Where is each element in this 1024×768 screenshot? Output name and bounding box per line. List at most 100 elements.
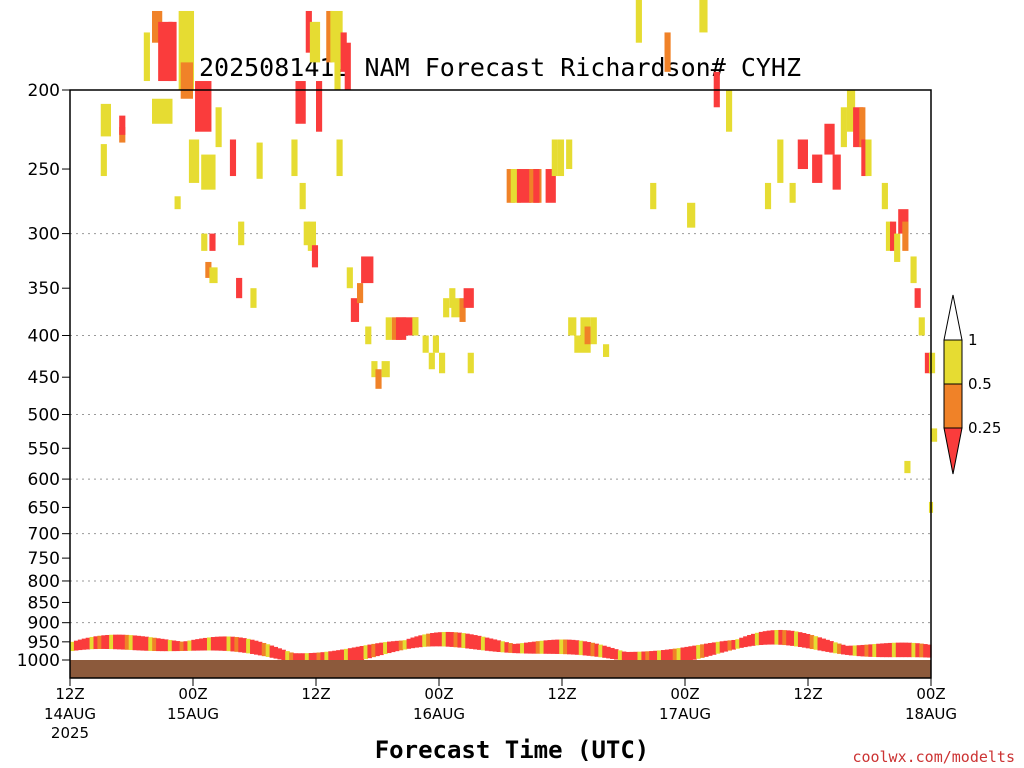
pbl-cell bbox=[289, 652, 294, 662]
ri-cell bbox=[584, 326, 591, 345]
pbl-cell bbox=[750, 633, 756, 646]
pbl-cell bbox=[187, 640, 192, 651]
ri-cell bbox=[100, 144, 107, 177]
pbl-cell bbox=[657, 650, 662, 664]
pbl-cell bbox=[817, 637, 823, 651]
ri-cell bbox=[467, 352, 474, 374]
pbl-cell bbox=[449, 632, 455, 647]
pbl-cell bbox=[794, 631, 799, 647]
pbl-cell bbox=[179, 641, 185, 651]
ri-cell bbox=[789, 182, 796, 203]
pbl-cell bbox=[253, 640, 259, 655]
y-tick-label: 750 bbox=[28, 549, 60, 569]
pbl-cell bbox=[453, 632, 459, 648]
pbl-cell bbox=[899, 642, 905, 658]
ri-cell bbox=[305, 10, 312, 53]
pbl-cell bbox=[563, 639, 568, 655]
ri-cell bbox=[545, 169, 556, 203]
pbl-cell bbox=[723, 640, 729, 652]
ri-cell bbox=[381, 361, 390, 378]
y-tick-label: 950 bbox=[28, 633, 60, 653]
pbl-cell bbox=[430, 633, 435, 647]
pbl-cell bbox=[762, 631, 768, 645]
ri-cell bbox=[143, 32, 150, 82]
pbl-cell bbox=[484, 637, 490, 651]
pbl-cell bbox=[285, 651, 290, 661]
pbl-cell bbox=[645, 651, 650, 664]
ri-cell bbox=[215, 107, 222, 148]
pbl-cell bbox=[707, 643, 713, 656]
pbl-cell bbox=[496, 640, 502, 652]
pbl-cell bbox=[813, 636, 819, 650]
pbl-cell bbox=[688, 646, 693, 661]
pbl-cell bbox=[402, 640, 408, 650]
pbl-cell bbox=[582, 641, 588, 656]
pbl-cell bbox=[93, 636, 98, 650]
pbl-cell bbox=[715, 641, 721, 654]
pbl-cell bbox=[480, 636, 486, 651]
ri-cell bbox=[201, 233, 208, 251]
pbl-cell bbox=[915, 643, 920, 658]
pbl-cell bbox=[692, 645, 697, 660]
ri-cell bbox=[516, 169, 532, 203]
x-tick-date: 15AUG bbox=[167, 705, 219, 723]
ri-cell bbox=[375, 369, 382, 389]
pbl-cell bbox=[109, 634, 114, 650]
pbl-cell bbox=[175, 641, 181, 652]
legend-label: 0.25 bbox=[968, 419, 1001, 437]
pbl-cell bbox=[676, 648, 682, 663]
pbl-cell bbox=[567, 639, 572, 655]
pbl-cell bbox=[281, 649, 286, 661]
ri-cell bbox=[299, 182, 306, 210]
pbl-cell bbox=[167, 639, 173, 652]
ri-cell bbox=[603, 344, 610, 357]
legend-swatch-0.25-0.5 bbox=[943, 383, 963, 429]
ri-cell bbox=[340, 32, 347, 72]
pbl-cell bbox=[85, 637, 91, 650]
ri-cell bbox=[568, 317, 577, 336]
credit-text: coolwx.com/modelts bbox=[852, 748, 1015, 766]
ri-cell bbox=[371, 361, 378, 378]
pbl-cell bbox=[797, 632, 803, 648]
pbl-cell bbox=[234, 637, 239, 652]
pbl-cell bbox=[488, 638, 494, 652]
ri-cell bbox=[463, 288, 474, 308]
legend-label: 0.5 bbox=[968, 375, 992, 393]
x-tick-label: 00Z bbox=[916, 685, 945, 703]
pbl-cell bbox=[406, 638, 412, 649]
pbl-cell bbox=[852, 645, 858, 656]
pbl-cell bbox=[124, 634, 130, 650]
pbl-cell bbox=[410, 637, 415, 649]
ri-cell bbox=[336, 139, 343, 177]
pbl-cell bbox=[152, 637, 157, 652]
ri-cell bbox=[432, 335, 439, 353]
pbl-cell bbox=[242, 638, 247, 653]
ri-cell bbox=[832, 154, 841, 190]
ri-cell bbox=[395, 317, 407, 340]
pbl-cell bbox=[860, 644, 866, 657]
ri-cell bbox=[510, 169, 521, 203]
pbl-cell bbox=[903, 642, 909, 658]
ri-cell bbox=[295, 81, 306, 124]
ri-cell bbox=[443, 298, 450, 318]
ri-cell bbox=[330, 10, 343, 63]
pbl-cell bbox=[120, 634, 126, 650]
ri-cell bbox=[311, 245, 319, 268]
pbl-cell bbox=[273, 646, 279, 659]
pbl-cell bbox=[304, 653, 310, 665]
ri-cell bbox=[119, 115, 126, 135]
pbl-cell bbox=[633, 651, 639, 663]
pbl-cell bbox=[927, 644, 932, 658]
y-tick-label: 1000 bbox=[17, 651, 60, 671]
pbl-cell bbox=[257, 641, 263, 656]
pbl-cell bbox=[183, 641, 189, 651]
pbl-cell bbox=[731, 639, 736, 650]
ri-cell bbox=[797, 139, 808, 170]
pbl-cell bbox=[809, 635, 815, 650]
pbl-cell bbox=[801, 633, 807, 648]
ri-cell bbox=[256, 142, 263, 179]
ri-cell bbox=[238, 221, 245, 246]
ri-cell bbox=[859, 107, 866, 148]
ri-cell bbox=[865, 139, 872, 177]
pbl-cell bbox=[837, 643, 842, 654]
